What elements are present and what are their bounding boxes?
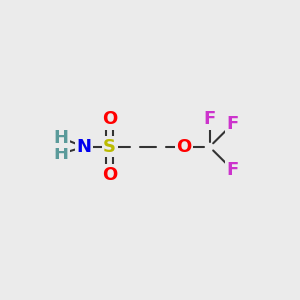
Text: S: S: [103, 138, 116, 156]
Text: O: O: [102, 166, 117, 184]
Text: H: H: [53, 129, 68, 147]
Text: F: F: [227, 115, 239, 133]
Text: N: N: [76, 138, 92, 156]
Text: H: H: [53, 145, 68, 163]
Text: O: O: [102, 110, 117, 128]
Text: O: O: [176, 138, 192, 156]
Text: F: F: [227, 161, 239, 179]
Text: F: F: [203, 110, 216, 128]
